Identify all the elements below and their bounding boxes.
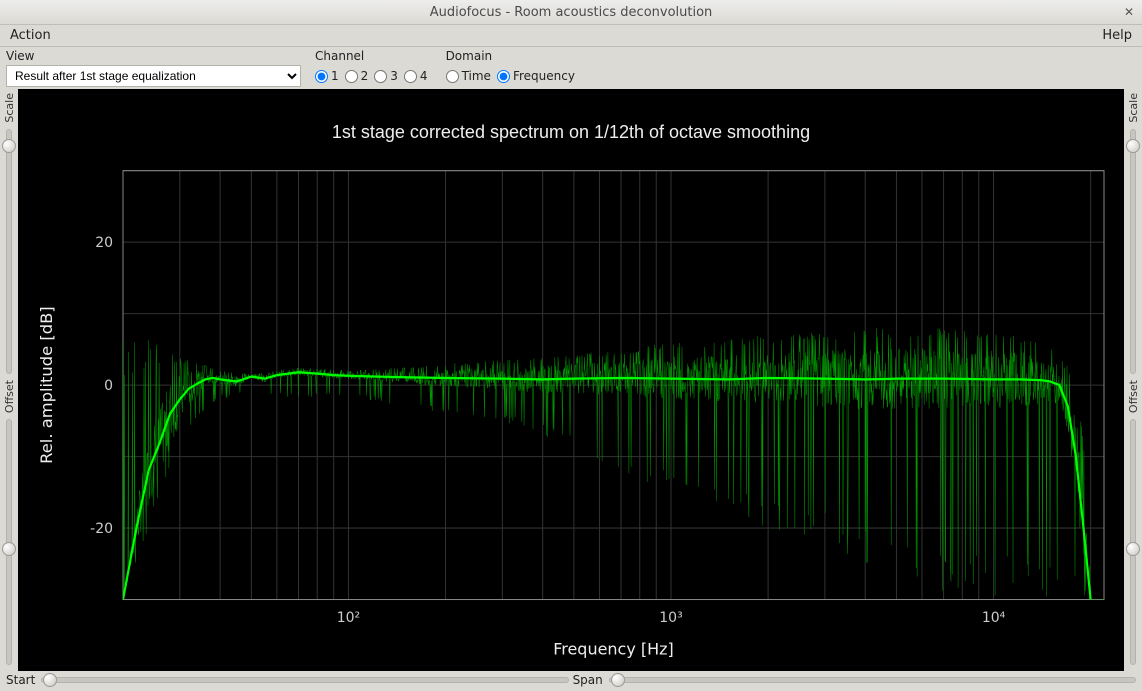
channel-radio-input-2[interactable] (345, 70, 358, 83)
left-offset-label: Offset (3, 378, 16, 415)
start-label: Start (6, 673, 37, 687)
svg-text:10²: 10² (337, 610, 360, 626)
channel-label: Channel (315, 49, 432, 63)
plot-area: 1st stage corrected spectrum on 1/12th o… (18, 89, 1124, 671)
svg-text:Frequency [Hz]: Frequency [Hz] (553, 640, 674, 659)
window-titlebar: Audiofocus - Room acoustics deconvolutio… (0, 0, 1142, 25)
domain-radio-label: Frequency (513, 69, 575, 83)
left-slider-column: Scale Offset (0, 89, 18, 671)
channel-group: Channel 1 2 3 4 (315, 49, 432, 87)
domain-label: Domain (446, 49, 579, 63)
right-slider-column: Scale Offset (1124, 89, 1142, 671)
menu-help[interactable]: Help (1098, 26, 1136, 45)
spectrum-chart: 1st stage corrected spectrum on 1/12th o… (18, 89, 1124, 671)
slider-thumb[interactable] (1126, 139, 1140, 153)
left-offset-slider[interactable] (6, 419, 12, 665)
domain-radio-time[interactable]: Time (446, 69, 495, 83)
svg-text:20: 20 (95, 235, 113, 251)
channel-radio-label: 3 (390, 69, 398, 83)
domain-radio-input-time[interactable] (446, 70, 459, 83)
controls-row: View Result after 1st stage equalization… (0, 47, 1142, 89)
span-label: Span (573, 673, 605, 687)
channel-radio-1[interactable]: 1 (315, 69, 343, 83)
svg-text:10³: 10³ (659, 610, 682, 626)
slider-thumb[interactable] (2, 542, 16, 556)
view-select[interactable]: Result after 1st stage equalization (6, 65, 301, 87)
domain-radio-label: Time (462, 69, 491, 83)
channel-radio-row: 1 2 3 4 (315, 65, 432, 87)
channel-radio-input-3[interactable] (374, 70, 387, 83)
menu-action[interactable]: Action (6, 26, 55, 45)
svg-text:1st stage corrected spectrum o: 1st stage corrected spectrum on 1/12th o… (332, 122, 810, 142)
channel-radio-label: 2 (361, 69, 369, 83)
menubar: Action Help (0, 25, 1142, 47)
domain-group: Domain Time Frequency (446, 49, 579, 87)
slider-thumb[interactable] (1126, 542, 1140, 556)
bottom-slider-row: Start Span (0, 671, 1142, 691)
view-label: View (6, 49, 301, 63)
svg-text:-20: -20 (90, 521, 113, 537)
domain-radio-frequency[interactable]: Frequency (497, 69, 579, 83)
close-icon[interactable]: ✕ (1122, 5, 1136, 19)
slider-thumb[interactable] (43, 673, 57, 687)
start-slider[interactable] (41, 677, 568, 683)
right-scale-slider[interactable] (1130, 129, 1136, 375)
channel-radio-label: 1 (331, 69, 339, 83)
svg-text:10⁴: 10⁴ (982, 610, 1006, 626)
right-scale-label: Scale (1127, 91, 1140, 125)
slider-thumb[interactable] (2, 139, 16, 153)
svg-text:Rel. amplitude [dB]: Rel. amplitude [dB] (37, 306, 56, 464)
domain-radio-input-frequency[interactable] (497, 70, 510, 83)
left-scale-slider[interactable] (6, 129, 12, 375)
domain-radio-row: Time Frequency (446, 65, 579, 87)
right-offset-slider[interactable] (1130, 419, 1136, 665)
channel-radio-input-4[interactable] (404, 70, 417, 83)
channel-radio-4[interactable]: 4 (404, 69, 432, 83)
svg-text:0: 0 (104, 378, 113, 394)
channel-radio-input-1[interactable] (315, 70, 328, 83)
channel-radio-3[interactable]: 3 (374, 69, 402, 83)
window-title: Audiofocus - Room acoustics deconvolutio… (430, 5, 713, 20)
view-group: View Result after 1st stage equalization (6, 49, 301, 87)
left-scale-label: Scale (3, 91, 16, 125)
right-offset-label: Offset (1127, 378, 1140, 415)
channel-radio-2[interactable]: 2 (345, 69, 373, 83)
span-slider[interactable] (609, 677, 1136, 683)
slider-thumb[interactable] (611, 673, 625, 687)
channel-radio-label: 4 (420, 69, 428, 83)
main-area: Scale Offset 1st stage corrected spectru… (0, 89, 1142, 671)
